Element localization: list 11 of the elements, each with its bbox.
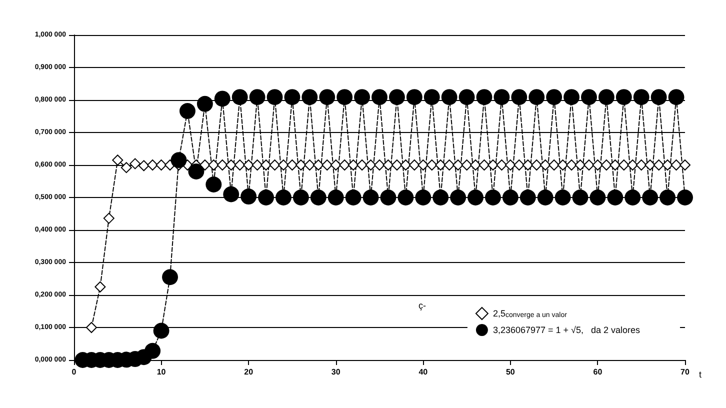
x-tick-label: 60 <box>593 368 603 376</box>
x-tick-label: 40 <box>418 368 428 376</box>
legend-title: ç- <box>418 300 426 310</box>
x-tick-label: 0 <box>72 368 77 376</box>
x-tick-label: 50 <box>506 368 516 376</box>
x-tick-label: 10 <box>156 368 166 376</box>
x-tick-label: 30 <box>331 368 341 376</box>
x-tick-label: 70 <box>680 368 690 376</box>
x-tick-label: 20 <box>244 368 254 376</box>
legend-label: 3,236067977 = 1 + √5, da 2 valores <box>492 325 640 335</box>
x-axis-title: t <box>699 370 702 380</box>
